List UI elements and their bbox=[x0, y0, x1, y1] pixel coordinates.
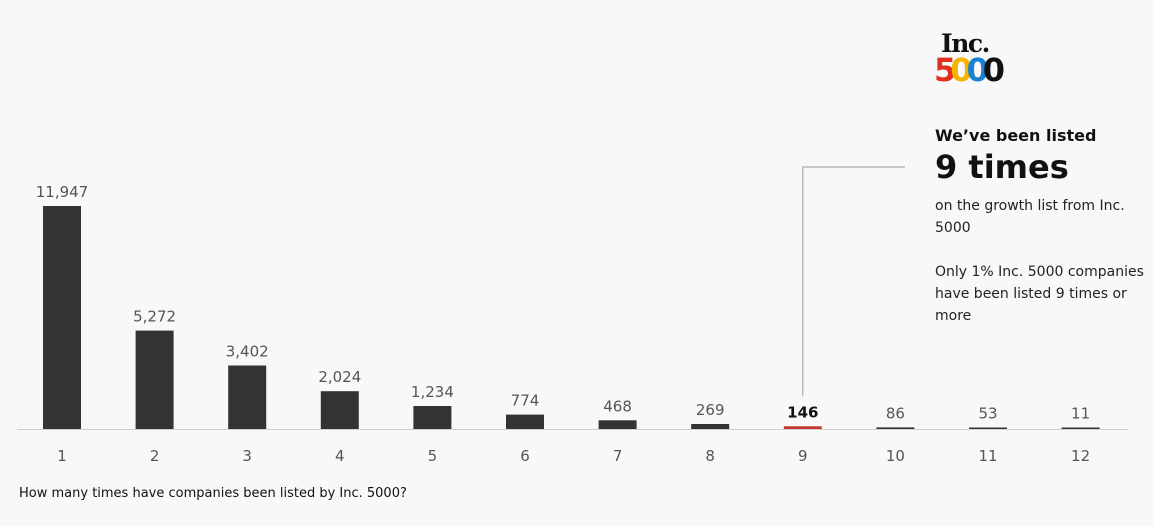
value-label-1: 11,947 bbox=[36, 183, 89, 201]
x-tick-label-10: 10 bbox=[886, 447, 905, 465]
x-tick-label-12: 12 bbox=[1071, 447, 1090, 465]
value-label-4: 2,024 bbox=[318, 368, 361, 386]
bar-5 bbox=[413, 406, 452, 429]
value-label-3: 3,402 bbox=[226, 343, 269, 361]
callout-headline: 9 times bbox=[935, 148, 1069, 186]
callout-description: on the growth list from Inc. 5000 bbox=[935, 198, 1125, 236]
x-tick-label-2: 2 bbox=[150, 447, 160, 465]
bar-7 bbox=[598, 420, 637, 429]
value-label-10: 86 bbox=[886, 404, 905, 422]
value-label-9: 146 bbox=[787, 403, 818, 421]
value-label-5: 1,234 bbox=[411, 383, 454, 401]
callout-kicker: We’ve been listed bbox=[935, 126, 1097, 145]
value-label-11: 53 bbox=[978, 405, 997, 423]
logo-digit-0-black: 0 bbox=[982, 51, 1005, 89]
value-label-6: 774 bbox=[511, 392, 540, 410]
x-tick-label-4: 4 bbox=[335, 447, 345, 465]
x-tick-label-9: 9 bbox=[798, 447, 808, 465]
x-tick-label-6: 6 bbox=[520, 447, 530, 465]
x-tick-label-11: 11 bbox=[978, 447, 997, 465]
logo-digit-0-blue: 0 bbox=[966, 51, 989, 89]
x-tick-label-7: 7 bbox=[613, 447, 623, 465]
x-tick-label-5: 5 bbox=[428, 447, 438, 465]
bar-1 bbox=[43, 206, 81, 429]
bar-2 bbox=[135, 330, 174, 429]
bar-11 bbox=[969, 427, 1007, 429]
chart-caption: How many times have companies been liste… bbox=[19, 486, 407, 501]
bar-8 bbox=[691, 424, 730, 429]
bar-12 bbox=[1061, 427, 1100, 429]
bar-3 bbox=[228, 365, 267, 429]
logo-word: Inc. bbox=[941, 29, 990, 58]
bar-9 bbox=[783, 426, 822, 429]
bar-6 bbox=[506, 414, 544, 429]
logo-digit-5: 5 bbox=[934, 51, 956, 89]
x-tick-label-1: 1 bbox=[57, 447, 67, 465]
logo-digit-0-yellow: 0 bbox=[950, 51, 972, 89]
inc-5000-logo: Inc. 5000 bbox=[934, 30, 1014, 90]
bar-4 bbox=[320, 391, 359, 429]
bar-10 bbox=[876, 427, 915, 429]
callout-statistic: Only 1% Inc. 5000 companies have been li… bbox=[935, 264, 1144, 324]
x-tick-label-8: 8 bbox=[705, 447, 715, 465]
value-label-8: 269 bbox=[696, 401, 725, 419]
value-label-7: 468 bbox=[603, 397, 632, 415]
x-tick-label-3: 3 bbox=[242, 447, 252, 465]
callout-panel: We’ve been listed 9 times on the growth … bbox=[935, 126, 1145, 327]
value-label-12: 11 bbox=[1071, 405, 1090, 423]
logo-number: 5000 bbox=[934, 51, 1005, 89]
callout-leader-line bbox=[802, 166, 905, 397]
value-label-2: 5,272 bbox=[133, 308, 176, 326]
